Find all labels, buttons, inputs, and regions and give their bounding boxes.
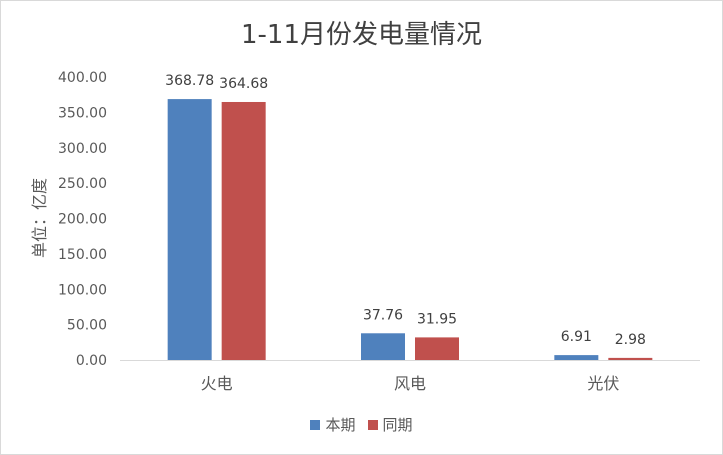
legend-swatch-series-0: [310, 419, 321, 430]
legend-swatch-series-1: [367, 419, 378, 430]
y-tick-label: 150.00: [58, 247, 107, 263]
legend-label-series-0: 本期: [325, 416, 356, 434]
bar-1-0: [221, 101, 266, 361]
data-label-1-2: 2.98: [615, 332, 646, 348]
y-tick-label: 300.00: [58, 141, 107, 157]
bar-0-0: [167, 99, 212, 361]
legend-label-series-1: 同期: [382, 416, 413, 434]
bar-1-2: [608, 357, 653, 360]
legend-item-series-1: 同期: [367, 414, 413, 435]
y-tick-label: 50.00: [67, 318, 107, 334]
y-tick-label: 400.00: [58, 70, 107, 86]
y-tick-label: 200.00: [58, 212, 107, 228]
data-label-1-0: 364.68: [219, 76, 268, 92]
data-label-1-1: 31.95: [417, 311, 457, 327]
legend-item-series-0: 本期: [310, 414, 356, 435]
y-tick-label: 350.00: [58, 105, 107, 121]
data-label-0-0: 368.78: [165, 73, 214, 89]
legend: 本期 同期: [0, 414, 723, 435]
chart-title: 1-11月份发电量情况: [240, 20, 482, 50]
y-tick-label: 100.00: [58, 282, 107, 298]
bar-0-1: [361, 333, 405, 360]
data-label-0-1: 37.76: [363, 307, 403, 323]
bar-1-1: [415, 337, 459, 360]
y-tick-label: 250.00: [58, 176, 107, 192]
data-label-0-2: 6.91: [561, 329, 592, 345]
x-category-label: 风电: [394, 374, 426, 393]
bar-0-2: [554, 355, 599, 360]
x-category-label: 光伏: [587, 374, 619, 393]
x-category-label: 火电: [201, 374, 233, 393]
y-tick-label: 0.00: [76, 353, 107, 369]
